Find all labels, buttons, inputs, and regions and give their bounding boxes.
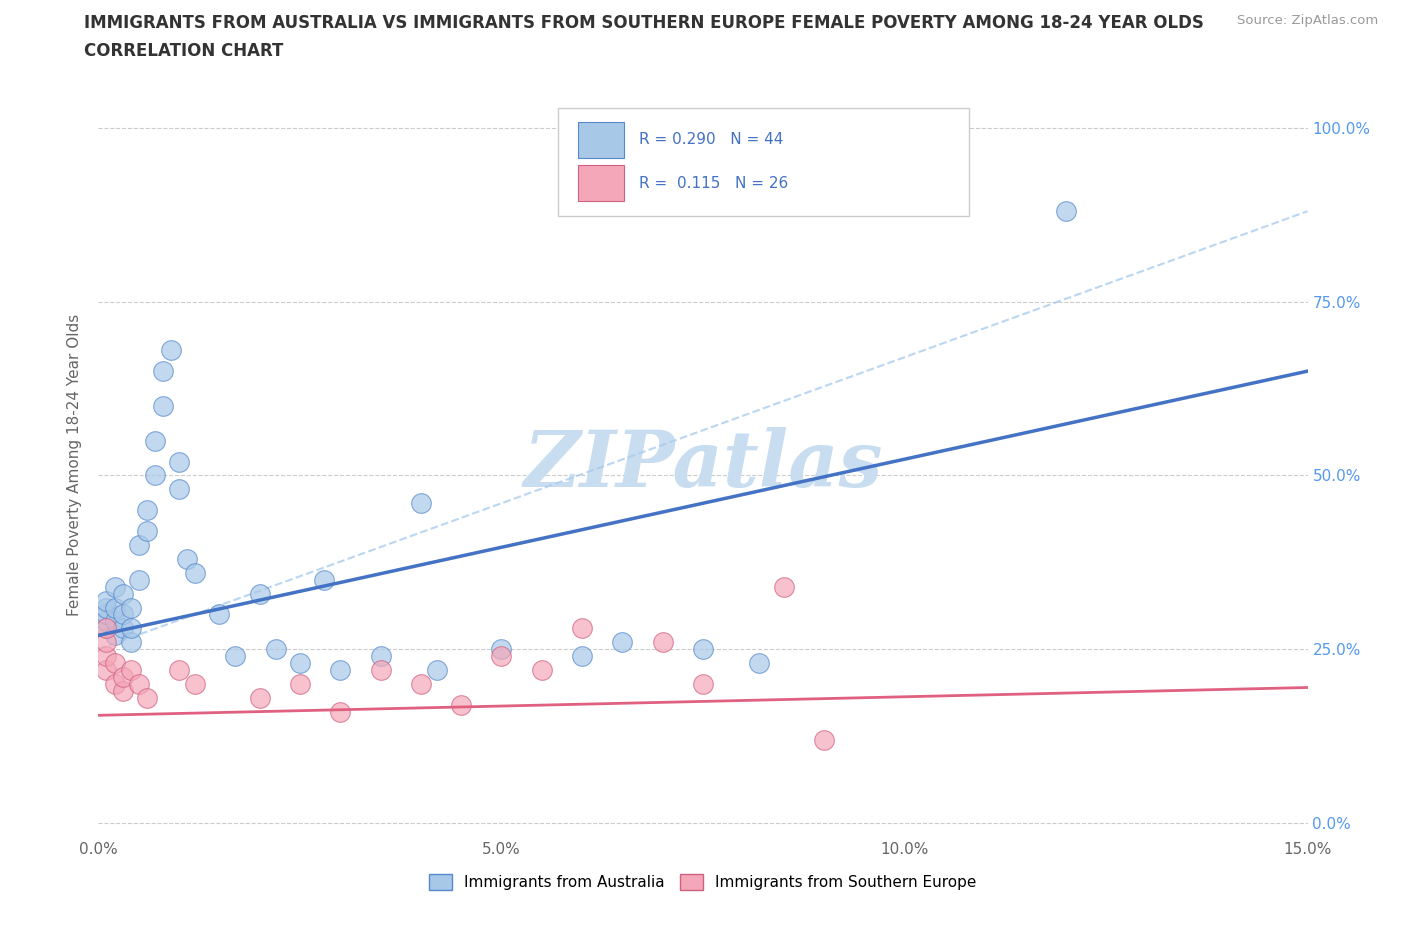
Point	[571, 649, 593, 664]
Point	[96, 600, 118, 615]
Point	[111, 621, 134, 636]
Point	[370, 663, 392, 678]
Point	[96, 635, 118, 650]
Point	[813, 732, 835, 747]
Point	[692, 677, 714, 692]
Point	[128, 572, 150, 587]
Point	[111, 670, 134, 684]
Point	[103, 677, 125, 692]
Point	[370, 649, 392, 664]
Y-axis label: Female Poverty Among 18-24 Year Olds: Female Poverty Among 18-24 Year Olds	[67, 314, 83, 617]
Point	[160, 343, 183, 358]
Point	[167, 663, 190, 678]
Point	[96, 614, 118, 629]
Point	[143, 468, 166, 483]
Point	[249, 690, 271, 705]
Point	[288, 677, 311, 692]
Point	[426, 663, 449, 678]
Point	[111, 607, 134, 622]
FancyBboxPatch shape	[558, 108, 969, 216]
Point	[111, 586, 134, 601]
Point	[612, 635, 634, 650]
Bar	[578, 166, 624, 201]
Point	[135, 690, 157, 705]
Point	[120, 635, 142, 650]
Point	[1054, 204, 1077, 219]
Point	[103, 614, 125, 629]
Text: Source: ZipAtlas.com: Source: ZipAtlas.com	[1237, 14, 1378, 27]
Point	[409, 677, 432, 692]
Point	[651, 635, 673, 650]
Point	[571, 621, 593, 636]
Point	[96, 607, 118, 622]
Point	[96, 621, 118, 636]
Point	[111, 684, 134, 698]
Point	[135, 524, 157, 538]
Point	[329, 663, 352, 678]
Text: R =  0.115   N = 26: R = 0.115 N = 26	[638, 176, 789, 191]
Point	[96, 649, 118, 664]
Point	[264, 642, 287, 657]
Point	[152, 364, 174, 379]
Text: IMMIGRANTS FROM AUSTRALIA VS IMMIGRANTS FROM SOUTHERN EUROPE FEMALE POVERTY AMON: IMMIGRANTS FROM AUSTRALIA VS IMMIGRANTS …	[84, 14, 1204, 32]
Point	[120, 663, 142, 678]
Bar	[578, 122, 624, 158]
Text: ZIPatlas: ZIPatlas	[523, 427, 883, 503]
Point	[184, 565, 207, 580]
Point	[450, 698, 472, 712]
Point	[491, 642, 513, 657]
Point	[120, 600, 142, 615]
Point	[135, 503, 157, 518]
Point	[772, 579, 794, 594]
Point	[329, 704, 352, 719]
Point	[103, 628, 125, 643]
Point	[530, 663, 553, 678]
Point	[128, 538, 150, 552]
Point	[96, 593, 118, 608]
Point	[167, 454, 190, 469]
Point	[103, 600, 125, 615]
Text: CORRELATION CHART: CORRELATION CHART	[84, 42, 284, 60]
Legend: Immigrants from Australia, Immigrants from Southern Europe: Immigrants from Australia, Immigrants fr…	[423, 868, 983, 897]
Point	[96, 621, 118, 636]
Point	[288, 656, 311, 671]
Point	[128, 677, 150, 692]
Point	[103, 656, 125, 671]
Point	[143, 433, 166, 448]
Point	[224, 649, 246, 664]
Point	[208, 607, 231, 622]
Point	[409, 496, 432, 511]
Point	[491, 649, 513, 664]
Point	[314, 572, 336, 587]
Point	[167, 482, 190, 497]
Point	[184, 677, 207, 692]
Point	[103, 579, 125, 594]
Point	[152, 398, 174, 413]
Point	[692, 642, 714, 657]
Text: R = 0.290   N = 44: R = 0.290 N = 44	[638, 132, 783, 147]
Point	[748, 656, 770, 671]
Point	[96, 663, 118, 678]
Point	[176, 551, 198, 566]
Point	[249, 586, 271, 601]
Point	[120, 621, 142, 636]
